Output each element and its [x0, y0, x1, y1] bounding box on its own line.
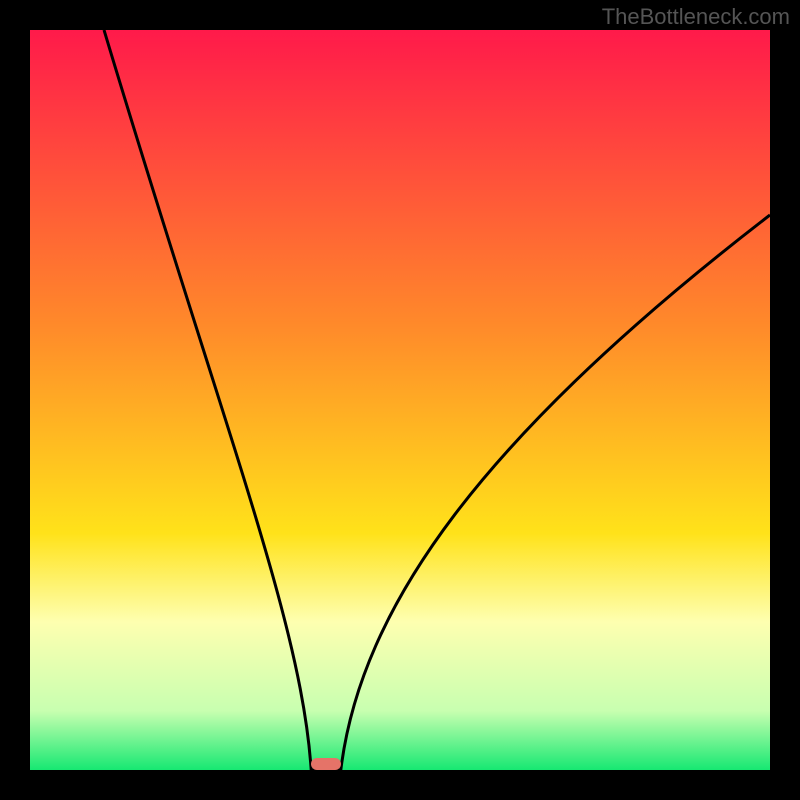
bottleneck-marker — [311, 758, 341, 770]
bottleneck-curve — [30, 30, 770, 770]
watermark-text: TheBottleneck.com — [602, 4, 790, 30]
canvas: TheBottleneck.com — [0, 0, 800, 800]
plot-area — [30, 30, 770, 770]
curve-path — [104, 30, 770, 770]
